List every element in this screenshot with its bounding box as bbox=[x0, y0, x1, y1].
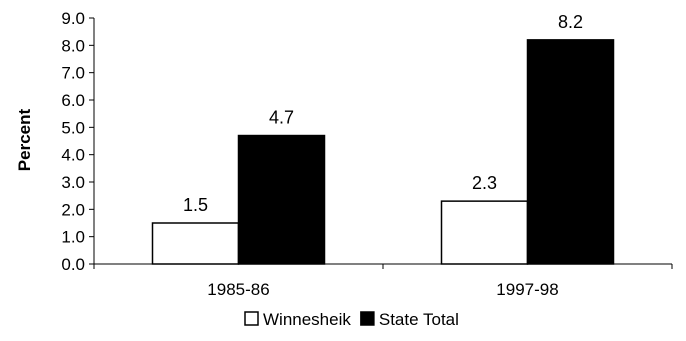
bar bbox=[440, 200, 529, 265]
y-tick-label: 0.0 bbox=[61, 255, 85, 274]
legend-label: Winnesheik bbox=[263, 310, 351, 329]
data-label: 8.2 bbox=[558, 12, 583, 32]
x-tick-label: 1985-86 bbox=[207, 280, 269, 299]
y-tick-label: 5.0 bbox=[61, 118, 85, 137]
y-tick-label: 3.0 bbox=[61, 173, 85, 192]
legend-swatch bbox=[244, 311, 259, 326]
y-tick-label: 9.0 bbox=[61, 9, 85, 28]
y-tick-label: 8.0 bbox=[61, 36, 85, 55]
bar bbox=[526, 39, 615, 265]
legend-label: State Total bbox=[379, 310, 459, 329]
data-labels: 1.5 4.7 2.3 8.2 bbox=[183, 12, 583, 215]
y-axis-label: Percent bbox=[15, 108, 34, 171]
y-tick-label: 6.0 bbox=[61, 91, 85, 110]
x-axis: 1985-86 1997-98 bbox=[93, 263, 673, 299]
legend: Winnesheik State Total bbox=[244, 310, 459, 329]
y-axis: 0.0 1.0 2.0 3.0 4.0 5.0 6.0 7.0 8.0 9.0 bbox=[61, 9, 95, 274]
bar bbox=[237, 134, 326, 265]
x-tick-label: 1997-98 bbox=[496, 280, 558, 299]
bars bbox=[151, 39, 615, 265]
legend-swatch bbox=[360, 311, 375, 326]
bar bbox=[151, 222, 240, 265]
data-label: 2.3 bbox=[472, 173, 497, 193]
data-label: 4.7 bbox=[269, 108, 294, 128]
y-tick-label: 4.0 bbox=[61, 146, 85, 165]
y-tick-label: 1.0 bbox=[61, 228, 85, 247]
y-tick-label: 2.0 bbox=[61, 200, 85, 219]
data-label: 1.5 bbox=[183, 195, 208, 215]
y-tick-label: 7.0 bbox=[61, 64, 85, 83]
